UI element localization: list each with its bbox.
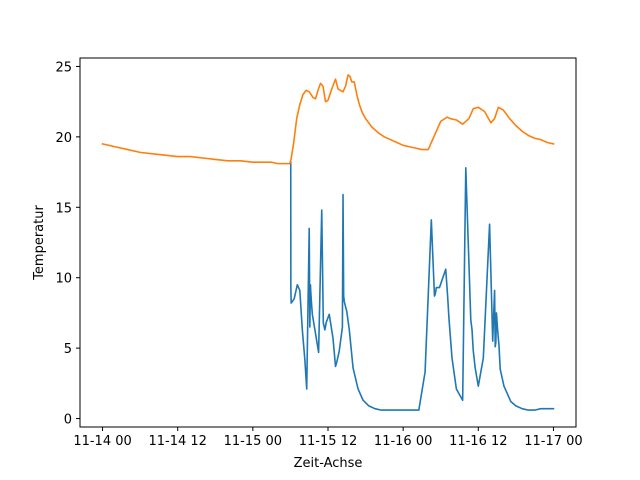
x-tick-label: 11-15 00: [224, 434, 282, 449]
x-axis-label: Zeit-Achse: [294, 456, 363, 471]
plot-area: [101, 74, 555, 411]
x-tick-label: 11-17 00: [524, 434, 582, 449]
y-tick-label: 0: [64, 413, 72, 428]
plot-frame: [79, 57, 577, 428]
x-tick-label: 11-15 12: [299, 434, 357, 449]
x-tick-label: 11-14 12: [148, 434, 206, 449]
y-tick-label: 20: [55, 131, 72, 146]
y-tick-label: 10: [55, 272, 72, 287]
x-tick-label: 11-16 00: [374, 434, 432, 449]
y-axis-label: Temperatur: [32, 205, 47, 281]
series-line-1: [289, 161, 555, 411]
y-tick-label: 25: [55, 60, 72, 75]
y-tick-label: 15: [55, 201, 72, 216]
x-axis-ticks: 11-14 00 11-14 12 11-15 00 11-15 12 11-16 00…: [73, 427, 583, 449]
y-tick-label: 5: [64, 342, 72, 357]
x-tick-label: 11-14 00: [73, 434, 131, 449]
x-tick-label: 11-16 12: [449, 434, 507, 449]
series-line-2: [101, 74, 555, 165]
y-axis-ticks: 0 5 10 15 20 25: [55, 60, 80, 428]
